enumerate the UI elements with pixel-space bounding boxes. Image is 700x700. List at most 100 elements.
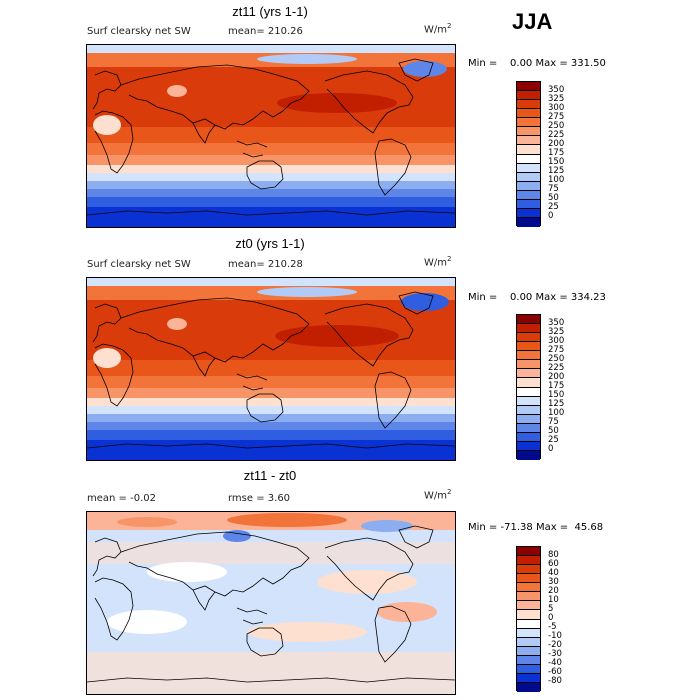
panel1-colorbar-cell: [517, 199, 540, 209]
panel3-colorbar-cell: [517, 619, 540, 629]
panel3-colorbar-cell: [517, 610, 540, 620]
panel3-map-field: [87, 512, 455, 694]
panel3-colorbar-tick-label: -60: [548, 667, 562, 678]
panel3-colorbar-tick-label: 20: [548, 585, 559, 596]
panel2-colorbar-cell: [517, 351, 540, 361]
panel3-colorbar-cell: [517, 556, 540, 566]
panel1-field-label: Surf clearsky net SW: [87, 26, 191, 37]
panel2-colorbar-cell: [517, 369, 540, 379]
panel3-colorbar-cell: [517, 682, 540, 692]
panel1-colorbar-cell: [517, 181, 540, 191]
panel3-colorbar-cell: [517, 574, 540, 584]
panel2-colorbar-cell: [517, 360, 540, 370]
panel2-colorbar-cell: [517, 378, 540, 388]
panel3-colorbar-tick-label: -10: [548, 631, 562, 642]
panel3-colorbar-tick-label: 5: [548, 603, 554, 614]
panel2-colorbar-tick-label: 150: [548, 390, 565, 401]
panel3-colorbar-tick-label: -40: [548, 658, 562, 669]
panel1-map-field: [87, 45, 455, 227]
panel2-colorbar-tick-label: 100: [548, 408, 565, 419]
panel2-colorbar-tick-label: 325: [548, 326, 565, 337]
panel1-colorbar-cell: [517, 100, 540, 110]
panel2-units-label: W/m2: [424, 255, 452, 269]
panel1-colorbar-cell: [517, 145, 540, 155]
panel2-colorbar-cell: [517, 405, 540, 415]
panel3-colorbar-cell: [517, 565, 540, 575]
panel2-colorbar-tick-label: 175: [548, 381, 565, 391]
panel3-colorbar-tick-label: 80: [548, 549, 559, 560]
panel1-colorbar-cell: [517, 190, 540, 200]
panel1-min-max: Min = 0.00 Max = 331.50: [468, 58, 606, 69]
panel2-title: zt0 (yrs 1-1): [235, 236, 305, 251]
panel1-colorbar-tick-label: 25: [548, 202, 559, 213]
panel1-colorbar-tick-label: 75: [548, 184, 559, 195]
panel2-colorbar: [516, 314, 541, 460]
panel3-colorbar-cell: [517, 583, 540, 593]
panel2-map-field: [87, 278, 455, 460]
panel1-colorbar-cell: [517, 109, 540, 119]
panel1-units-label: W/m2: [424, 22, 452, 36]
panel1-colorbar: [516, 81, 541, 227]
panel2-colorbar-ticks: 350 325 300 275 250 225 200 175 150 125 100 75 50 25 0: [548, 314, 588, 459]
panel1-colorbar-tick-label: 175: [548, 148, 565, 158]
panel2-colorbar-tick-label: 350: [548, 317, 565, 328]
panel3-colorbar-cell: [517, 547, 540, 557]
panel3-colorbar-tick-label: -20: [548, 640, 562, 651]
panel1-colorbar-tick-label: 325: [548, 93, 565, 104]
panel2-map: [86, 277, 456, 461]
panel3-units-label: W/m2: [424, 488, 452, 502]
panel2-colorbar-cell: [517, 450, 540, 460]
panel3-colorbar-tick-label: 0: [548, 613, 554, 623]
panel3-colorbar-tick-label: -30: [548, 649, 562, 660]
panel1-title: zt11 (yrs 1-1): [232, 4, 308, 19]
panel1-colorbar-tick-label: 300: [548, 102, 565, 113]
panel1-colorbar-cell: [517, 172, 540, 182]
panel2-colorbar-tick-label: 200: [548, 371, 565, 382]
panel2-colorbar-tick-label: 50: [548, 426, 559, 437]
panel1-colorbar-cell: [517, 127, 540, 137]
panel2-colorbar-cell: [517, 432, 540, 442]
panel2-colorbar-cell: [517, 333, 540, 343]
panel1-colorbar-tick-label: 125: [548, 166, 565, 177]
panel3-min-max: Min = -71.38 Max = 45.68: [468, 522, 604, 533]
panel3-colorbar-cell: [517, 637, 540, 647]
panel1-colorbar-tick-label: 275: [548, 111, 565, 122]
panel3-mean-label: mean = -0.02: [87, 493, 156, 504]
panel2-min-max: Min = 0.00 Max = 334.23: [468, 292, 606, 303]
panel3-colorbar-cell: [517, 646, 540, 656]
panel1-colorbar-tick-label: 250: [548, 120, 565, 131]
panel3-rmse-label: rmse = 3.60: [228, 493, 291, 504]
panel2-colorbar-cell: [517, 423, 540, 433]
panel2-colorbar-cell: [517, 315, 540, 325]
panel2-mean-label: mean= 210.28: [228, 259, 303, 270]
panel2-colorbar-cell: [517, 324, 540, 334]
panel2-colorbar-cell: [517, 414, 540, 424]
panel1-colorbar-tick-label: 350: [548, 84, 565, 95]
panel1-colorbar-cell: [517, 118, 540, 128]
season-title: JJA: [512, 9, 553, 34]
panel1-colorbar-ticks: 350 325 300 275 250 225 200 175 150 125 100 75 50 25 0: [548, 81, 588, 226]
panel1-colorbar-tick-label: 150: [548, 157, 565, 168]
panel3-title: zt11 - zt0: [243, 468, 297, 483]
panel3-map: [86, 511, 456, 695]
panel2-colorbar-tick-label: 75: [548, 417, 559, 428]
panel3-colorbar-tick-label: 30: [548, 576, 559, 587]
panel1-colorbar-cell: [517, 163, 540, 173]
panel3-colorbar-cell: [517, 673, 540, 683]
panel3-colorbar-tick-label: 40: [548, 567, 559, 578]
panel3-colorbar-cell: [517, 592, 540, 602]
panel1-colorbar-tick-label: 200: [548, 138, 565, 149]
panel3-colorbar-tick-label: -5: [548, 622, 557, 633]
panel1-colorbar-tick-label: 225: [548, 129, 565, 140]
panel1-mean-label: mean= 210.26: [228, 26, 303, 37]
panel2-colorbar-cell: [517, 396, 540, 406]
panel3-colorbar: [516, 546, 541, 692]
panel2-colorbar-cell: [517, 441, 540, 451]
panel1-map: [86, 44, 456, 228]
panel3-colorbar-cell: [517, 664, 540, 674]
panel2-colorbar-tick-label: 0: [548, 444, 554, 455]
panel3-colorbar-ticks: 80 60 40 30 20 10 5 0 -5 -10 -20 -30 -40 -60 -80: [548, 546, 588, 691]
panel2-colorbar-tick-label: 300: [548, 335, 565, 346]
panel1-colorbar-tick-label: 100: [548, 175, 565, 186]
panel1-colorbar-cell: [517, 217, 540, 227]
